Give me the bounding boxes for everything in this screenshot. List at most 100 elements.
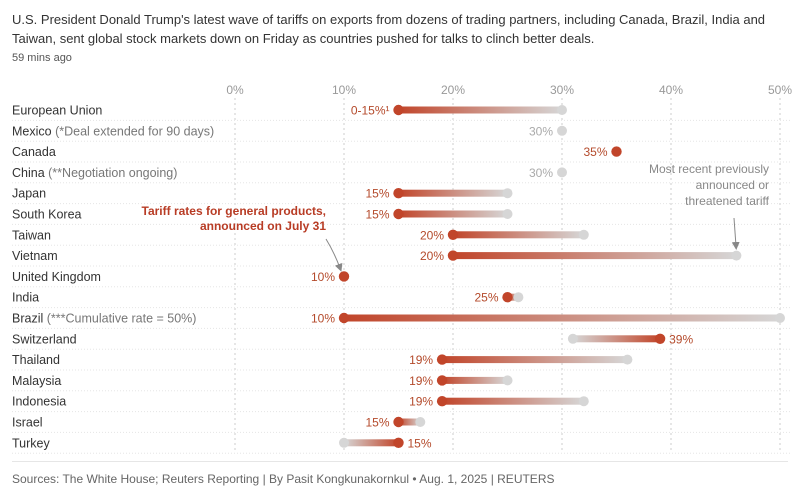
country-note: (*Deal extended for 90 days): [52, 124, 215, 138]
value-label: 30%: [529, 124, 553, 138]
value-label: 15%: [365, 416, 389, 430]
country-label: India: [12, 291, 39, 305]
current-rate-dot: [393, 188, 404, 199]
country-name: Brazil: [12, 312, 43, 326]
source-credit: Sources: The White House; Reuters Report…: [12, 472, 555, 486]
country-label: Switzerland: [12, 332, 77, 346]
range-bar: [442, 376, 508, 384]
country-label: South Korea: [12, 208, 82, 222]
current-rate-dot: [654, 333, 666, 344]
x-tick-label: 50%: [768, 83, 792, 97]
footer-divider: [12, 461, 788, 462]
current-rate-dot: [436, 375, 448, 386]
current-rate-dot: [393, 416, 404, 428]
current-rate-dot: [393, 437, 404, 448]
current-rate-dot: [436, 396, 448, 407]
country-label: Turkey: [12, 436, 50, 450]
country-label: Vietnam: [12, 249, 58, 263]
value-label: 30%: [529, 166, 553, 180]
range-bar: [507, 293, 519, 301]
country-name: South Korea: [12, 208, 82, 222]
range-bar: [398, 189, 508, 197]
value-label: 35%: [583, 145, 607, 159]
value-label: 15%: [408, 436, 432, 450]
current-rate-dot: [447, 229, 459, 240]
previous-rate-dot: [731, 250, 742, 261]
country-label: Mexico (*Deal extended for 90 days): [12, 124, 214, 138]
country-label: Thailand: [12, 353, 60, 367]
country-name: Vietnam: [12, 249, 58, 263]
range-bar: [453, 252, 737, 260]
country-label: Malaysia: [12, 374, 61, 388]
previous-rate-dot: [557, 125, 567, 136]
current-rate-dot: [502, 292, 513, 303]
x-tick-label: 40%: [659, 83, 683, 97]
current-rate-dot: [447, 250, 459, 261]
range-bar: [453, 231, 584, 239]
value-label: 19%: [409, 374, 433, 388]
country-label: Indonesia: [12, 395, 66, 409]
country-name: Japan: [12, 187, 46, 201]
value-label: 10%: [311, 312, 335, 326]
country-name: Turkey: [12, 436, 50, 450]
value-label: 25%: [474, 291, 498, 305]
annotation-previous-line: announced or: [696, 178, 769, 192]
country-name: Mexico: [12, 124, 52, 138]
value-label: 10%: [311, 270, 335, 284]
country-note: (**Negotiation ongoing): [45, 166, 178, 180]
x-tick-label: 30%: [550, 83, 574, 97]
country-name: European Union: [12, 104, 102, 118]
country-label: Israel: [12, 416, 43, 430]
range-bar: [344, 439, 399, 447]
value-label: 19%: [409, 395, 433, 409]
country-name: Canada: [12, 145, 56, 159]
previous-rate-dot: [502, 209, 513, 219]
previous-rate-dot: [567, 333, 578, 344]
annotation-previous-arrow: [731, 217, 740, 250]
previous-rate-dot: [622, 354, 633, 365]
previous-rate-dot: [513, 292, 524, 303]
range-bar: [442, 356, 628, 364]
country-label: European Union: [12, 104, 102, 118]
previous-rate-dot: [502, 375, 513, 386]
value-label: 15%: [365, 187, 389, 201]
country-name: Israel: [12, 416, 43, 430]
country-name: Malaysia: [12, 374, 61, 388]
range-bar: [398, 210, 508, 218]
x-tick-label: 0%: [226, 83, 244, 97]
country-name: Switzerland: [12, 332, 77, 346]
current-rate-dot: [338, 271, 350, 282]
range-bar: [442, 397, 584, 405]
range-bar: [572, 335, 661, 343]
previous-rate-dot: [578, 229, 589, 240]
timestamp: 59 mins ago: [12, 52, 72, 64]
country-label: United Kingdom: [12, 270, 101, 284]
country-label: Taiwan: [12, 228, 51, 242]
annotation-previous-line: Most recent previously: [649, 162, 769, 176]
range-bar: [398, 418, 421, 426]
value-label: 15%: [365, 208, 389, 222]
country-name: Thailand: [12, 353, 60, 367]
current-rate-dot: [393, 104, 404, 116]
previous-rate-dot: [557, 167, 567, 178]
country-name: United Kingdom: [12, 270, 101, 284]
current-rate-dot: [611, 146, 622, 157]
tariff-dumbbell-chart: 0% 10% 20% 30% 40% 50% European Union 0-15%¹ Mex…: [12, 83, 792, 454]
range-bar: [344, 314, 780, 322]
value-label: 0-15%¹: [351, 104, 390, 118]
country-name: India: [12, 291, 39, 305]
country-name: China: [12, 166, 45, 180]
country-label: Japan: [12, 187, 46, 201]
value-label: 20%: [420, 228, 444, 242]
annotation-current-arrow: [325, 238, 343, 272]
previous-rate-dot: [502, 188, 513, 199]
value-label: 39%: [669, 332, 693, 346]
x-tick-label: 10%: [332, 83, 356, 97]
previous-rate-dot: [578, 396, 589, 407]
annotation-previous-line: threatened tariff: [685, 194, 770, 208]
current-rate-dot: [436, 354, 448, 365]
annotation-current-line: Tariff rates for general products,: [142, 204, 326, 218]
previous-rate-dot: [415, 417, 426, 427]
country-note: (***Cumulative rate = 50%): [43, 312, 196, 326]
previous-rate-dot: [339, 437, 349, 448]
